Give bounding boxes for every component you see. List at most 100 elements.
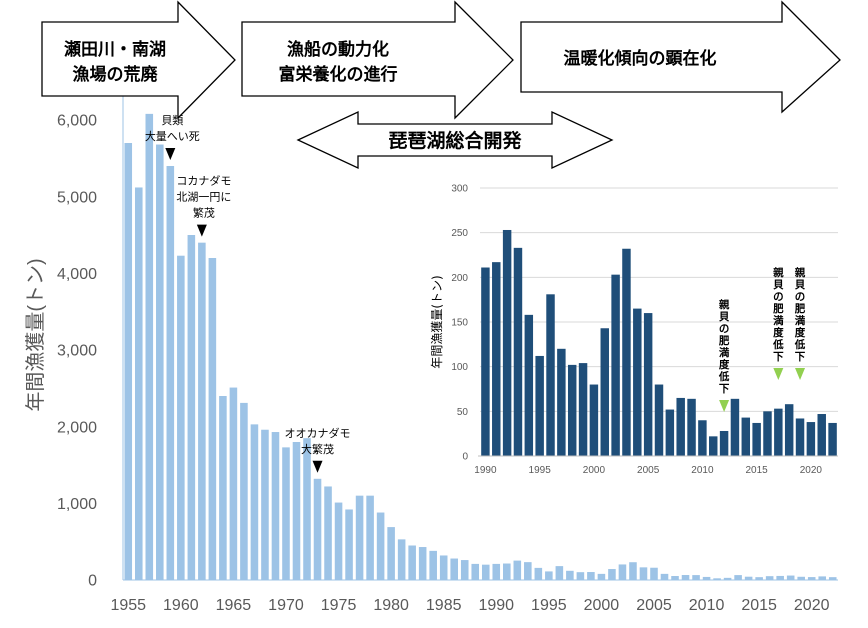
main-bar-2016 <box>765 576 774 580</box>
main-y-tick-label: 5,000 <box>57 189 97 206</box>
main-annotation-marker <box>196 224 207 237</box>
inset-annotation-text: 下 <box>795 351 806 363</box>
main-bar-1970 <box>282 447 290 580</box>
banner-arrow-1-line1: 瀬田川・南湖 <box>64 39 166 60</box>
inset-y-tick-label: 0 <box>462 452 468 463</box>
inset-bar-2009 <box>687 398 696 456</box>
inset-bar-1993 <box>513 247 523 456</box>
inset-bar-2018 <box>784 404 794 456</box>
main-bar-2005 <box>650 567 658 580</box>
inset-bar-2016 <box>763 411 772 456</box>
main-bar-1997 <box>566 570 574 580</box>
main-x-tick-label: 1975 <box>321 597 357 614</box>
main-bar-1977 <box>355 495 364 580</box>
inset-x-tick-labels: 1990 1995 2000 2005 2010 2015 2020 <box>474 465 822 476</box>
main-y-tick-label: 0 <box>88 573 97 590</box>
main-y-tick-label: 3,000 <box>57 343 97 360</box>
inset-y-tick-label: 200 <box>451 273 468 284</box>
main-bar-1971 <box>292 442 301 580</box>
inset-annotation-text: 下 <box>719 383 730 395</box>
main-annotation-text: オオカナダモ <box>285 426 351 440</box>
inset-x-tick-label: 2010 <box>691 465 714 476</box>
main-bar-1968 <box>261 429 269 580</box>
main-bar-1967 <box>250 424 259 580</box>
inset-y-tick-label: 250 <box>451 228 468 239</box>
main-annotation-text: 北湖一円に <box>176 191 231 204</box>
inset-bar-2021 <box>817 414 826 456</box>
inset-annotation-text: 度 <box>795 326 806 339</box>
main-bar-1969 <box>271 432 280 580</box>
main-bar-1959 <box>166 166 175 580</box>
main-x-tick-label: 2010 <box>689 597 725 614</box>
main-bar-2001 <box>608 569 616 580</box>
inset-bar-1992 <box>502 229 512 456</box>
inset-bar-1997 <box>557 348 566 456</box>
main-y-tick-label: 1,000 <box>57 496 97 513</box>
inset-bar-2004 <box>633 308 642 456</box>
main-y-tick-labels: 0 1,000 2,000 3,000 4,000 5,000 6,000 <box>57 113 97 590</box>
main-y-tick-label: 4,000 <box>57 266 97 283</box>
inset-annotation-text: 親 <box>795 266 806 279</box>
main-annotation-marker <box>165 148 176 160</box>
main-y-axis-label: 年間漁獲量(トン) <box>24 258 47 411</box>
main-bar-1991 <box>503 563 511 580</box>
inset-annotation-text: 満 <box>795 314 806 327</box>
main-bar-2000 <box>597 573 606 580</box>
inset-y-tick-label: 50 <box>457 407 469 418</box>
main-bar-1982 <box>408 545 416 580</box>
main-x-tick-label: 1980 <box>373 597 409 614</box>
main-x-tick-labels: 1955 1960 1965 1970 1975 1980 1985 1990 1995 2000… <box>110 597 829 614</box>
main-bar-2011 <box>713 578 721 580</box>
main-bar-1957 <box>145 113 154 580</box>
main-x-tick-label: 1970 <box>268 597 304 614</box>
main-annotation-text: コカナダモ <box>176 174 231 188</box>
inset-bar-1995 <box>535 355 544 456</box>
main-x-tick-label: 2020 <box>794 597 830 614</box>
main-bar-1955 <box>124 143 133 580</box>
inset-bar-1990 <box>481 267 490 456</box>
inset-y-tick-label: 100 <box>451 362 468 373</box>
inset-bar-1991 <box>492 262 501 456</box>
main-x-tick-label: 1965 <box>216 597 252 614</box>
main-bar-2009 <box>692 575 700 580</box>
main-x-tick-label: 2005 <box>636 597 672 614</box>
inset-annotation-text: 満 <box>719 346 730 359</box>
main-bar-1958 <box>156 144 164 581</box>
main-bar-1963 <box>208 258 217 580</box>
main-bar-2021 <box>818 576 827 580</box>
inset-chart-bars <box>481 229 837 456</box>
inset-annotation-text: 度 <box>773 326 784 339</box>
inset-annotation-text: 貝 <box>795 279 806 291</box>
banner-arrow-1: 瀬田川・南湖 漁場の荒廃 <box>41 0 236 120</box>
main-bar-1976 <box>345 509 353 580</box>
main-bar-1983 <box>418 547 427 580</box>
main-bar-1995 <box>545 571 553 580</box>
inset-annotation-text: 肥 <box>719 335 730 347</box>
main-bar-2002 <box>618 564 627 580</box>
banner-arrow-3-line1: 温暖化傾向の顕在化 <box>564 48 717 69</box>
inset-annotation-text: 貝 <box>773 279 784 291</box>
inset-x-tick-label: 1995 <box>529 465 552 476</box>
main-bar-2020 <box>807 577 816 580</box>
inset-bar-2008 <box>676 397 685 456</box>
inset-bar-2014 <box>741 417 751 456</box>
banner-arrow-3: 温暖化傾向の顕在化 <box>520 0 841 114</box>
inset-bar-2010 <box>698 420 707 456</box>
main-bar-1992 <box>513 560 522 580</box>
inset-annotation-text: の <box>795 291 806 303</box>
inset-annotation-text: 低 <box>772 338 784 351</box>
main-bar-1984 <box>429 550 437 580</box>
inset-x-tick-label: 1990 <box>474 465 497 476</box>
main-bar-2018 <box>786 575 795 580</box>
main-x-tick-label: 1955 <box>110 597 146 614</box>
main-bar-1998 <box>576 572 585 580</box>
main-bar-2019 <box>797 576 805 580</box>
main-bar-2012 <box>723 577 732 580</box>
banner-arrow-2-line2: 富栄養化の進行 <box>279 64 398 85</box>
inset-annotation-text: の <box>773 291 784 303</box>
main-bar-1962 <box>198 242 206 580</box>
inset-x-tick-label: 2000 <box>583 465 606 476</box>
main-bar-1961 <box>187 235 196 580</box>
